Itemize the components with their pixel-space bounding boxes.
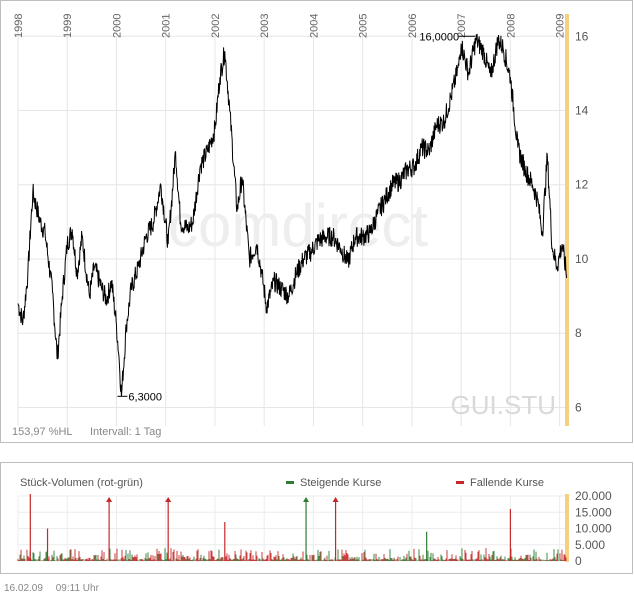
- volume-tick-5000: 5.000: [575, 538, 605, 552]
- price-tick-14: 14: [575, 104, 589, 118]
- footer-date: 16.02.09: [4, 583, 43, 594]
- price-gridlines: [18, 35, 567, 408]
- clipped-arrow-icon: [106, 497, 113, 502]
- interval-label: Intervall: 1 Tag: [90, 426, 161, 438]
- price-tick-6: 6: [575, 400, 582, 414]
- volume-panel-frame: [0, 462, 633, 574]
- low-label: 6,3000: [128, 391, 162, 403]
- year-label-2001: 2001: [161, 14, 173, 38]
- price-series: [17, 33, 568, 397]
- volume-bars: [17, 548, 567, 561]
- price-tick-8: 8: [575, 326, 582, 340]
- price-tick-16: 16: [575, 29, 589, 43]
- clipped-arrow-icon: [165, 497, 172, 502]
- volume-title: Stück-Volumen (rot-grün): [20, 477, 143, 489]
- high-low-annotations: 16,0000 6,3000: [117, 31, 476, 403]
- year-label-2006: 2006: [407, 14, 419, 38]
- year-label-2004: 2004: [308, 14, 320, 38]
- rising-legend-label: Steigende Kurse: [300, 477, 381, 489]
- main-chart-frame: [0, 0, 633, 443]
- year-label-2007: 2007: [456, 14, 468, 38]
- clipped-arrow-icon: [303, 497, 310, 502]
- price-tick-labels: 6 8 10 12 14 16: [575, 29, 589, 414]
- falling-legend-label: Fallende Kurse: [470, 477, 544, 489]
- current-period-highlight: [565, 14, 569, 426]
- price-line: [17, 33, 568, 397]
- year-label-1999: 1999: [62, 14, 74, 38]
- year-label-2009: 2009: [555, 14, 567, 38]
- year-label-2000: 2000: [111, 14, 123, 38]
- price-tick-10: 10: [575, 252, 589, 266]
- high-label: 16,0000: [419, 31, 459, 43]
- falling-legend-swatch: [456, 481, 464, 484]
- timestamp-footer: 16.02.09 09:11 Uhr: [4, 583, 109, 594]
- year-label-2008: 2008: [505, 14, 517, 38]
- volume-highlight: [565, 494, 569, 562]
- rising-legend-swatch: [286, 481, 294, 484]
- volume-spikes: [29, 494, 511, 561]
- year-label-1998: 1998: [13, 14, 25, 38]
- volume-tick-0: 0: [575, 554, 582, 568]
- volume-tick-10000: 10.000: [575, 522, 612, 536]
- volume-tick-20000: 20.000: [575, 489, 612, 503]
- price-tick-12: 12: [575, 178, 589, 192]
- year-label-2005: 2005: [358, 14, 370, 38]
- footer-time: 09:11 Uhr: [55, 583, 99, 594]
- year-label-2002: 2002: [210, 14, 222, 38]
- year-gridlines: [17, 14, 561, 426]
- percent-hl-label: 153,97 %HL: [12, 426, 73, 438]
- volume-tick-labels: 0 5.000 10.000 15.000 20.000: [575, 489, 612, 568]
- symbol-watermark: GUI.STU: [451, 390, 556, 420]
- year-label-2003: 2003: [259, 14, 271, 38]
- volume-tick-15000: 15.000: [575, 505, 612, 519]
- comdirect-watermark: comdirect: [168, 192, 428, 259]
- clipped-arrow-icon: [332, 497, 339, 502]
- year-tick-labels: 1998 1999 2000 2001 2002 2003 2004 2005 2006 2007…: [13, 14, 567, 38]
